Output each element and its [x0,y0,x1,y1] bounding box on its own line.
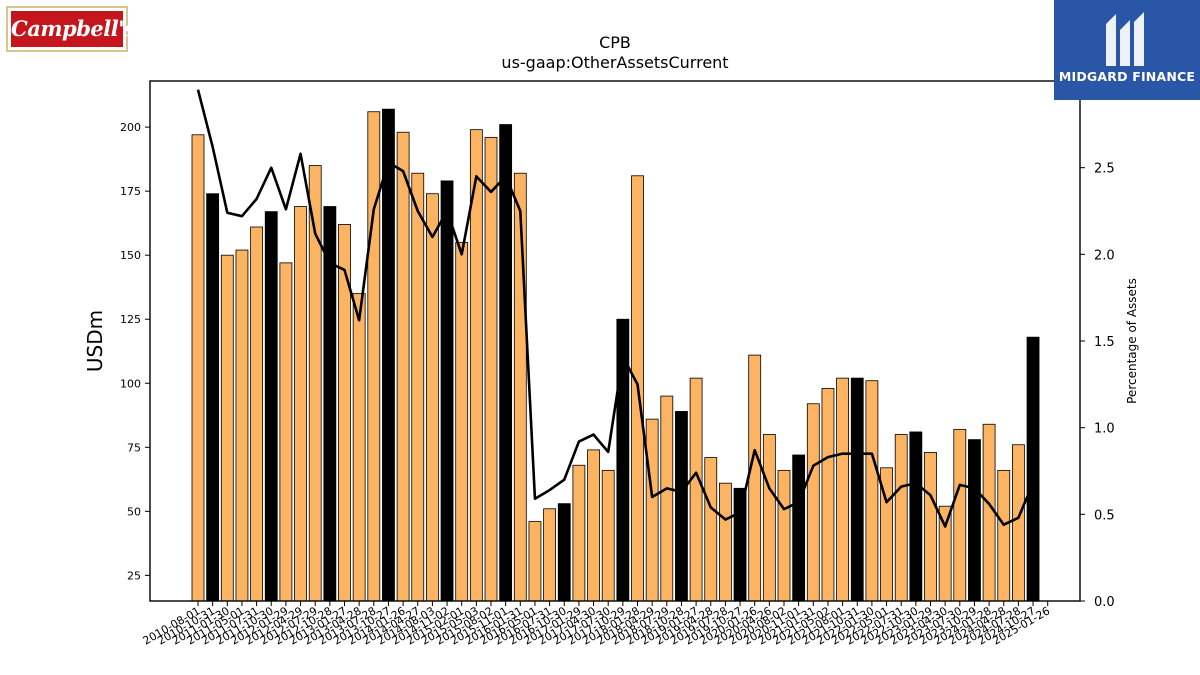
right-axis: 0.0 0.5 1.0 1.5 2.0 2.5 [1080,162,1115,610]
bar-2016-05-01 [528,521,542,602]
bar-2013-07-28 [367,111,381,602]
bar-2018-10-28 [675,411,688,602]
y-tick-label: 125 [120,313,141,326]
percentage-line [196,89,1035,528]
midgard-finance-logo: MIDGARD FINANCE [1054,0,1200,100]
midgard-m-icon [1106,12,1144,66]
y-tick-label: 200 [120,121,141,134]
bar-2012-01-29 [279,262,293,602]
bar-2024-04-28 [997,469,1011,602]
bar-2024-10-27 [1026,336,1040,602]
y-axis-label: USDm [83,310,107,372]
bar-2017-07-30 [601,469,615,602]
campbells-logo: Campbell's [6,6,136,52]
bar-2021-01-31 [806,403,820,602]
bar-2019-07-28 [719,482,732,602]
bar-2011-05-01 [235,249,249,602]
bar-2021-08-01 [836,377,849,602]
bar-2016-01-31 [513,172,527,602]
bars-group [191,108,1040,602]
y2-tick-label: 1.0 [1094,422,1115,437]
bar-2021-10-31 [850,377,864,602]
bar-2012-04-29 [294,206,307,602]
y2-tick-label: 0.0 [1094,595,1115,610]
bar-2022-01-30 [865,380,879,602]
bar-2015-08-02 [484,136,498,602]
bar-2022-07-31 [894,434,908,602]
bar-2010-10-31 [206,193,220,602]
campbells-logo-text: Campbell's [11,11,136,47]
y-tick-label: 75 [127,441,141,454]
y-tick-label: 100 [120,377,141,390]
y2-tick-label: 0.5 [1094,508,1115,523]
bar-2019-10-27 [733,487,747,602]
bar-2018-04-29 [645,418,659,602]
bar-2014-08-03 [425,193,439,602]
y-tick-label: 50 [127,505,141,518]
bar-2020-04-26 [762,434,776,602]
bar-2011-10-30 [264,211,278,602]
chart-subtitle: us-gaap:OtherAssetsCurrent [501,53,728,72]
bar-2014-01-26 [396,131,410,602]
y2-tick-label: 1.5 [1094,335,1115,350]
bar-2019-04-28 [704,457,718,602]
bar-2023-10-29 [968,439,981,602]
bar-2011-07-31 [250,226,264,602]
y2-tick-label: 2.0 [1094,248,1115,263]
bar-2021-05-02 [821,387,835,602]
bar-2019-01-27 [689,377,703,602]
bar-2022-10-30 [909,431,923,602]
bar-2014-04-27 [411,172,425,602]
bar-2018-07-29 [660,395,674,602]
bar-2014-11-02 [440,180,454,602]
y-tick-label: 175 [120,185,141,198]
bar-2010-08-01 [191,134,205,602]
y2-tick-label: 2.5 [1094,162,1115,177]
bar-2017-01-29 [572,464,586,602]
bar-2016-07-31 [543,508,556,602]
y2-axis-label: Percentage of Assets [1125,278,1139,404]
bar-2017-04-30 [587,449,600,602]
bar-2024-01-28 [982,423,996,602]
bar-2011-01-30 [220,254,234,602]
bar-2013-10-27 [382,108,395,602]
bar-2016-10-30 [557,503,571,602]
bar-2015-02-01 [455,241,469,602]
bar-2023-07-30 [953,428,967,602]
bar-2023-01-29 [924,452,937,602]
midgard-finance-text: MIDGARD FINANCE [1058,69,1196,84]
x-axis: 2010-08-012010-10-312011-01-302011-05-01… [141,601,1052,648]
bar-2015-11-01 [499,124,513,602]
bar-2020-11-01 [792,454,806,602]
bar-2024-07-28 [1012,444,1025,602]
bar-2013-04-28 [352,293,366,602]
left-axis: 25 50 75 100 125 150 175 200 [120,121,150,582]
bar-2020-08-02 [777,469,791,602]
bar-2020-01-26 [748,354,762,602]
y-tick-label: 150 [120,249,141,262]
chart-title: CPB [599,33,631,52]
y-tick-label: 25 [127,569,141,582]
